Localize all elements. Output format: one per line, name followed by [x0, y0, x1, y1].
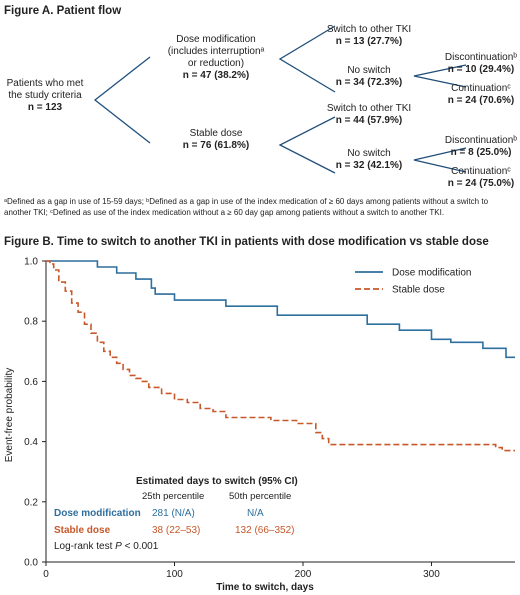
x-tick-label: 0 [43, 569, 49, 580]
figure-b-title: Figure B. Time to switch to another TKI … [4, 236, 489, 248]
node-root: Patients who met the study criteria n = … [6, 78, 84, 113]
y-axis-label: Event-free probability [4, 368, 15, 463]
y-tick-label: 1.0 [24, 257, 38, 268]
connector-stable [278, 116, 336, 174]
y-tick-label: 0.2 [24, 497, 38, 508]
node-dm-noswitch: No switch n = 34 (72.3%) [335, 65, 403, 88]
inset-row-dose-mod-p50: N/A [247, 508, 264, 519]
inset-row-dose-mod-p25: 281 (N/A) [152, 508, 195, 519]
y-tick-label: 0.4 [24, 437, 38, 448]
node-dm-switch: Switch to other TKI n = 13 (27.7%) [326, 24, 412, 47]
inset-row-stable-p50: 132 (66–352) [235, 525, 295, 536]
connector-root [93, 56, 151, 144]
node-dose-modification: Dose modification (includes interruption… [167, 34, 265, 81]
node-sd-switch: Switch to other TKI n = 44 (57.9%) [326, 103, 412, 126]
chart-axes: 0.0 0.2 0.4 0.6 0.8 1.0 0 100 200 300 [24, 257, 515, 580]
inset-title: Estimated days to switch (95% CI) [136, 476, 298, 487]
inset-col2: 50th percentile [229, 491, 291, 502]
chart-legend: Dose modification Stable dose [355, 268, 471, 296]
connector-dm-noswitch [413, 64, 467, 88]
series-line-dose-modification [46, 260, 515, 359]
connector-sd-noswitch [413, 147, 467, 173]
node-sd-continuation: Continuationᶜ n = 24 (75.0%) [447, 166, 515, 189]
km-chart: 0.0 0.2 0.4 0.6 0.8 1.0 0 100 200 300 Dose modifi… [4, 257, 515, 593]
node-stable-dose: Stable dose n = 76 (61.8%) [182, 128, 250, 151]
node-sd-noswitch: No switch n = 32 (42.1%) [335, 148, 403, 171]
x-axis-label: Time to switch, days [216, 582, 314, 593]
y-tick-label: 0.6 [24, 377, 38, 388]
y-tick-label: 0.0 [24, 558, 38, 569]
flow-connectors [93, 25, 467, 174]
x-tick-label: 300 [423, 569, 440, 580]
inset-row-stable-p25: 38 (22–53) [152, 525, 200, 536]
x-tick-label: 100 [166, 569, 183, 580]
connector-dose-mod [278, 25, 336, 93]
y-tick-label: 0.8 [24, 317, 38, 328]
node-sd-discontinuation: Discontinuationᵇ n = 8 (25.0%) [444, 135, 518, 158]
inset-row-stable-label: Stable dose [54, 525, 111, 536]
figure-a-footnote: ᵃDefined as a gap in use of 15-59 days; … [4, 197, 489, 217]
inset-col1: 25th percentile [142, 491, 204, 502]
inset-logrank: Log-rank test P < 0.001 [54, 541, 159, 552]
series-line-stable-dose [46, 260, 515, 452]
inset-row-dose-mod-label: Dose modification [54, 508, 141, 519]
figure-a-title: Figure A. Patient flow [4, 5, 122, 17]
chart-curves [46, 260, 515, 452]
x-tick-label: 200 [295, 569, 312, 580]
legend-label-1: Stable dose [392, 285, 445, 296]
node-dm-continuation: Continuationᶜ n = 24 (70.6%) [447, 83, 515, 106]
legend-label-0: Dose modification [392, 268, 471, 279]
node-dm-discontinuation: Discontinuationᵇ n = 10 (29.4%) [444, 52, 518, 75]
